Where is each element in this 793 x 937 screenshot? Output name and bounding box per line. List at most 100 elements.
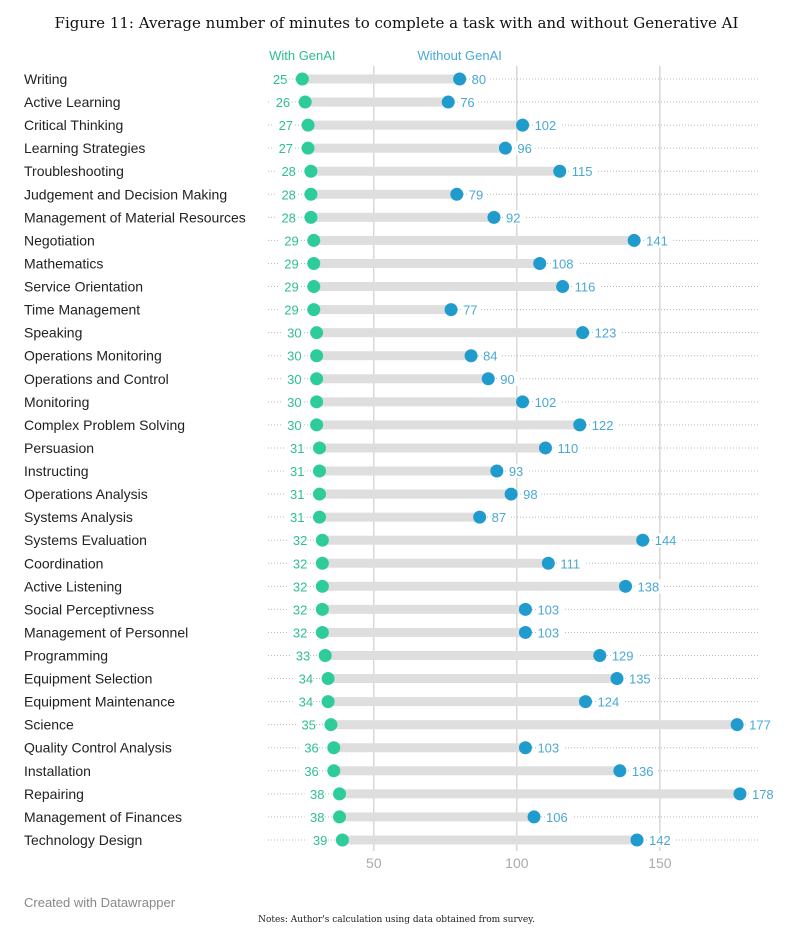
category-label: Persuasion (24, 440, 94, 456)
without-genai-dot (636, 533, 650, 547)
without-genai-value-label: 124 (598, 695, 620, 710)
with-genai-dot (310, 418, 324, 432)
value-label-backdrop (499, 371, 519, 386)
category-label: Time Management (24, 302, 140, 318)
range-bar (313, 235, 635, 245)
category-label: Technology Design (24, 832, 142, 848)
category-label: Active Learning (24, 94, 121, 110)
without-genai-dot (579, 695, 593, 709)
without-genai-value-label: 103 (537, 602, 559, 617)
with-genai-value-label: 26 (276, 95, 290, 110)
without-genai-value-label: 135 (629, 672, 651, 687)
with-genai-value-label: 35 (301, 718, 315, 733)
value-label-backdrop (287, 556, 308, 571)
range-bar (322, 581, 626, 591)
with-genai-value-label: 28 (281, 210, 295, 225)
with-genai-value-label: 31 (290, 510, 304, 525)
category-label: Management of Finances (24, 809, 182, 825)
without-genai-value-label: 102 (535, 395, 557, 410)
without-genai-value-label: 141 (646, 233, 668, 248)
without-genai-dot (481, 372, 495, 386)
with-genai-dot (315, 579, 329, 593)
without-genai-value-label: 106 (546, 810, 568, 825)
value-label-backdrop (573, 279, 601, 294)
value-label-backdrop (278, 256, 299, 271)
range-bar (302, 74, 460, 84)
without-genai-value-label: 80 (472, 72, 486, 87)
value-label-backdrop (459, 95, 479, 110)
value-label-backdrop (550, 256, 578, 271)
without-genai-dot (556, 280, 570, 294)
value-label-backdrop (293, 671, 314, 686)
without-genai-dot (573, 418, 587, 432)
value-label-backdrop (596, 694, 624, 709)
legend-with-genai: With GenAI (269, 48, 335, 63)
with-genai-dot (298, 95, 312, 109)
value-label-backdrop (522, 487, 542, 502)
category-label: Management of Material Resources (24, 209, 246, 225)
with-genai-dot (301, 141, 315, 155)
without-genai-dot (553, 164, 567, 178)
range-bar (328, 697, 586, 707)
value-label-backdrop (304, 786, 325, 801)
value-label-backdrop (281, 348, 302, 363)
value-label-backdrop (748, 717, 776, 732)
value-label-backdrop (287, 579, 308, 594)
value-label-backdrop (278, 279, 299, 294)
with-genai-dot (310, 395, 324, 409)
range-bar (319, 443, 546, 453)
x-tick-label: 150 (648, 855, 672, 871)
with-genai-dot (312, 464, 326, 478)
with-genai-value-label: 30 (287, 418, 301, 433)
with-genai-dot (324, 718, 338, 732)
value-label-backdrop (273, 118, 294, 133)
category-label: Operations and Control (24, 371, 169, 387)
value-label-backdrop (295, 717, 316, 732)
value-label-backdrop (536, 740, 564, 755)
datawrapper-credit: Created with Datawrapper (24, 895, 176, 910)
without-genai-dot (541, 556, 555, 570)
with-genai-value-label: 31 (290, 441, 304, 456)
range-bar (310, 189, 457, 199)
with-genai-value-label: 30 (287, 326, 301, 341)
category-label: Instructing (24, 463, 89, 479)
without-genai-dot (593, 649, 607, 662)
category-label: Coordination (24, 555, 103, 571)
without-genai-dot (441, 95, 455, 109)
value-label-backdrop (284, 464, 305, 479)
x-tick-label: 100 (505, 855, 529, 871)
with-genai-value-label: 29 (284, 303, 298, 318)
category-label: Quality Control Analysis (24, 740, 172, 756)
value-label-backdrop (507, 464, 527, 479)
value-label-backdrop (267, 72, 288, 86)
value-label-backdrop (516, 141, 536, 156)
without-genai-value-label: 98 (523, 487, 537, 502)
with-genai-dot (333, 810, 347, 824)
without-genai-dot (504, 487, 518, 501)
with-genai-dot (327, 764, 341, 778)
range-bar (316, 397, 523, 407)
value-label-backdrop (467, 187, 487, 202)
category-label: Systems Analysis (24, 509, 133, 525)
without-genai-value-label: 90 (500, 372, 514, 387)
legend-without-genai: Without GenAI (417, 48, 502, 63)
without-genai-value-label: 122 (592, 418, 614, 433)
with-genai-dot (301, 118, 315, 132)
without-genai-value-label: 144 (655, 533, 677, 548)
figure-title: Figure 11: Average number of minutes to … (54, 14, 739, 32)
without-genai-value-label: 77 (463, 303, 477, 318)
value-label-backdrop (559, 556, 587, 571)
value-label-backdrop (545, 809, 573, 824)
with-genai-value-label: 36 (304, 741, 318, 756)
value-label-backdrop (630, 763, 658, 778)
value-label-backdrop (273, 141, 294, 156)
category-label: Programming (24, 648, 108, 664)
with-genai-dot (315, 602, 329, 616)
value-label-backdrop (275, 187, 296, 202)
without-genai-dot (613, 764, 627, 778)
without-genai-dot (518, 741, 532, 755)
range-bar (305, 97, 449, 107)
without-genai-dot (490, 464, 504, 478)
with-genai-value-label: 32 (293, 602, 307, 617)
value-label-backdrop (556, 440, 584, 455)
